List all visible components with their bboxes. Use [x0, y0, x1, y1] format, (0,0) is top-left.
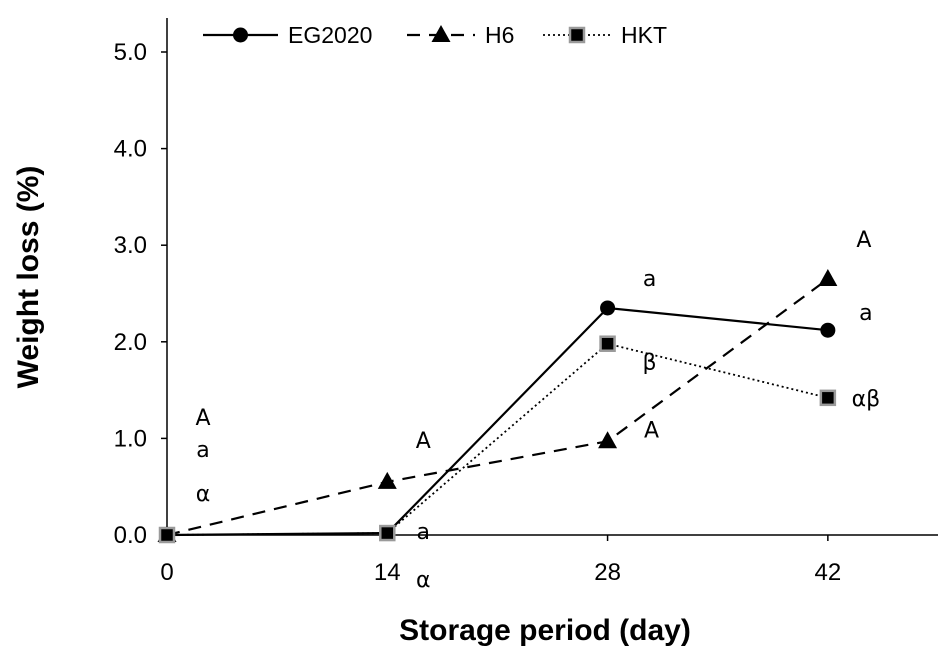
data-point-square [379, 524, 396, 542]
x-axis-title: Storage period (day) [399, 614, 691, 647]
data-point-triangle [818, 269, 838, 287]
data-point-square [819, 389, 837, 407]
y-tick-label: 0.0 [114, 522, 147, 549]
significance-label: a [859, 301, 872, 326]
legend-item-hkt: HKT [543, 22, 667, 48]
data-point-square [158, 526, 176, 544]
y-tick-label: 3.0 [114, 232, 147, 259]
significance-label: αβ [852, 387, 881, 412]
y-tick-label: 4.0 [114, 136, 147, 163]
legend: EG2020 H6 HKT [203, 22, 667, 48]
series-line [166, 342, 829, 536]
significance-label: A [644, 418, 659, 443]
significance-label: α [196, 482, 211, 507]
y-tick-label: 5.0 [114, 39, 147, 66]
significance-label: α [416, 568, 431, 593]
x-tick-label: 28 [594, 559, 621, 586]
data-point-circle [233, 27, 248, 43]
series-hkt [166, 342, 829, 536]
legend-label: HKT [621, 22, 667, 48]
y-axis-title: Weight loss (%) [12, 166, 45, 389]
legend-label: EG2020 [288, 22, 372, 48]
y-tick-label: 2.0 [114, 329, 147, 356]
series-layer [157, 269, 838, 544]
y-tick-label: 1.0 [114, 425, 147, 452]
significance-label: a [196, 438, 209, 463]
legend-label: H6 [485, 22, 514, 48]
series-eg2020 [166, 306, 828, 537]
x-tick-label: 14 [374, 559, 401, 586]
y-axis: 0.0 1.0 2.0 3.0 4.0 5.0 [114, 18, 168, 549]
markers-hkt [158, 335, 837, 544]
x-tick-label: 42 [815, 559, 842, 586]
significance-label: β [643, 351, 657, 376]
data-point-square [568, 26, 586, 44]
data-point-triangle [431, 25, 451, 42]
x-tick-label: 0 [160, 559, 173, 586]
legend-item-h6: H6 [407, 22, 514, 48]
significance-label: A [856, 228, 871, 253]
significance-label: A [195, 406, 210, 431]
data-point-circle [820, 322, 836, 338]
markers-h6 [157, 269, 838, 542]
significance-label: a [417, 520, 430, 545]
series-line [166, 306, 828, 537]
significance-label: a [643, 267, 656, 292]
data-point-triangle [598, 431, 618, 449]
legend-item-eg2020: EG2020 [203, 22, 372, 48]
data-point-triangle [377, 471, 397, 489]
significance-label: A [416, 429, 431, 454]
x-axis: 0 14 28 42 [160, 534, 938, 586]
series-h6 [166, 278, 829, 537]
data-point-circle [600, 300, 616, 316]
series-line [166, 278, 829, 537]
data-point-square [599, 335, 616, 352]
